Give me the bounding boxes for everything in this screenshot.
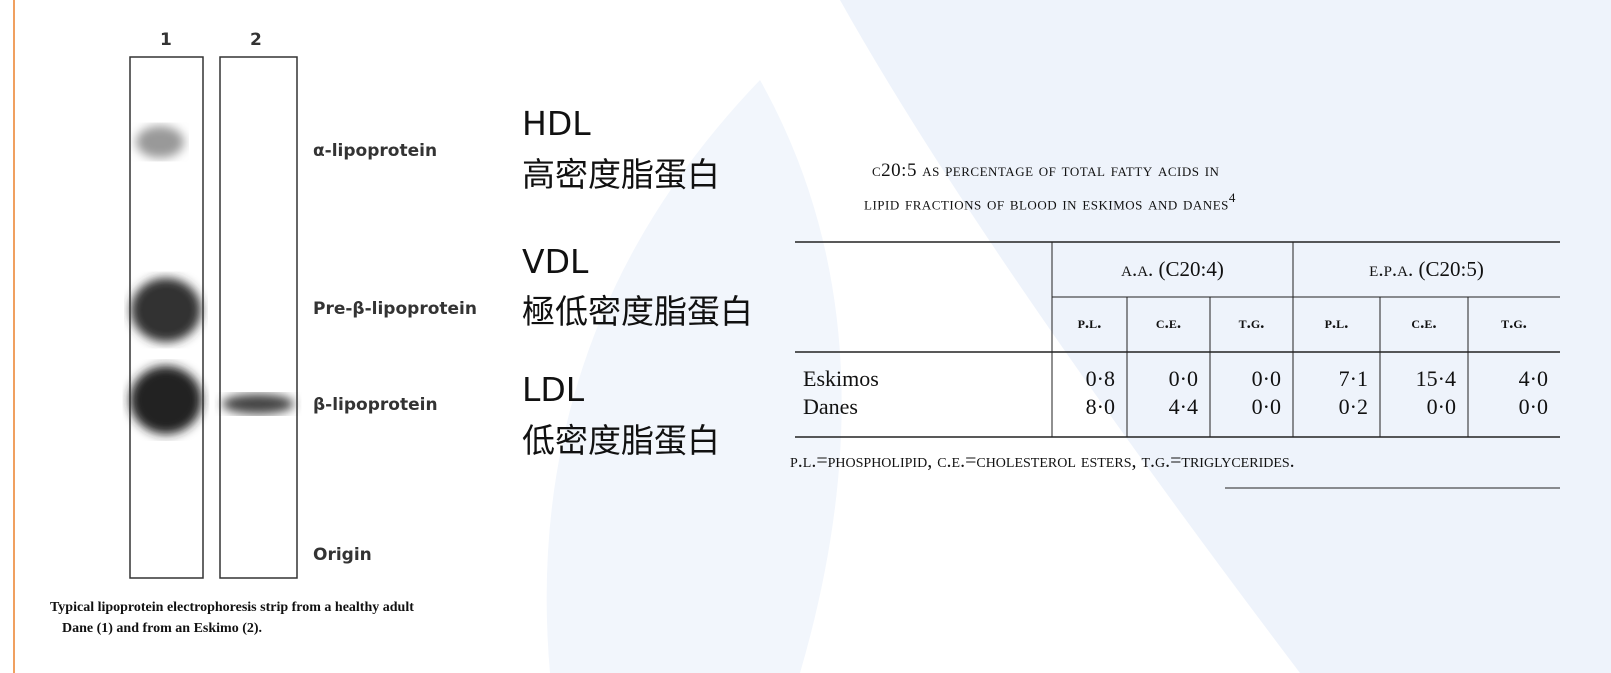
cell: 15·4: [1415, 366, 1456, 391]
label-name: 低密度脂蛋白: [522, 421, 720, 460]
caption: Typical lipoprotein electrophoresis stri…: [50, 600, 414, 615]
band-label: Pre-β-lipoprotein: [313, 299, 477, 319]
bg-shape: [546, 80, 842, 673]
column-header: c.e.: [1411, 313, 1437, 332]
column-dividers: [1051, 242, 1469, 437]
cell: 4·0: [1518, 366, 1548, 391]
caption: Dane (1) and from an Eskimo (2).: [62, 621, 263, 636]
column-header: t.g.: [1501, 313, 1527, 332]
band: [130, 366, 202, 434]
cell: 0·0: [1518, 394, 1548, 419]
lane-strip: [129, 56, 204, 579]
label-abbr: HDL: [522, 104, 591, 143]
band-label: Origin: [313, 545, 372, 565]
cell: 8·0: [1085, 394, 1115, 419]
group-header: a.a. (C20:4): [1121, 257, 1224, 281]
cell: 0·8: [1085, 366, 1115, 391]
group-header: e.p.a. (C20:5): [1369, 257, 1484, 281]
row-label: Eskimos: [803, 366, 879, 391]
band-label: β-lipoprotein: [313, 395, 438, 415]
label-abbr: VDL: [522, 242, 589, 281]
footnote-ref: 4: [1228, 190, 1236, 205]
label-name: 極低密度脂蛋白: [522, 292, 753, 331]
table-note: p.l.=phospholipid, c.e.=cholesterol este…: [790, 450, 1295, 472]
column-header: c.e.: [1155, 313, 1182, 332]
band: [136, 126, 184, 158]
table-title: lipid fractions of blood in eskimos and …: [864, 190, 1236, 215]
cell: 4·4: [1168, 394, 1198, 419]
cell: 0·0: [1168, 366, 1198, 391]
cell: 0·0: [1251, 394, 1281, 419]
band: [222, 394, 294, 414]
column-header: t.g.: [1238, 313, 1265, 332]
cell: 0·0: [1251, 366, 1281, 391]
lane-strip: [219, 56, 298, 579]
bg-shape: [840, 0, 1611, 673]
row-label: Danes: [803, 394, 858, 419]
lane-label: 1: [160, 30, 172, 50]
label-name: 高密度脂蛋白: [522, 155, 720, 194]
column-header: p.l.: [1324, 313, 1349, 332]
lane-label: 2: [250, 30, 262, 50]
cell: 0·0: [1426, 394, 1456, 419]
table-title: lipid fractions of blood in eskimos and …: [864, 193, 1229, 215]
cell: 7·1: [1338, 366, 1368, 391]
band: [131, 278, 201, 342]
band-label: α-lipoprotein: [313, 141, 438, 161]
column-header: p.l.: [1077, 313, 1102, 332]
cell: 0·2: [1338, 394, 1368, 419]
table-title: c20:5 as percentage of total fatty acids…: [872, 160, 1220, 181]
label-abbr: LDL: [522, 370, 585, 409]
